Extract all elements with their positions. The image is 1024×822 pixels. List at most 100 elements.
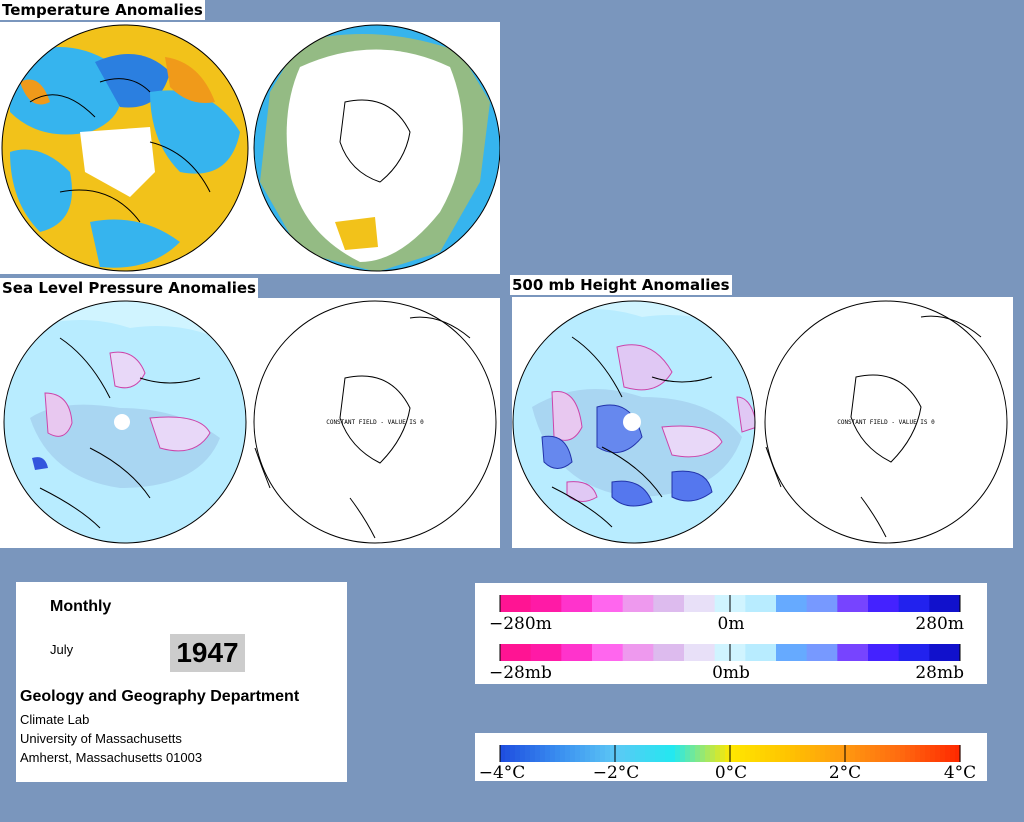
temperature-scale-svg: −4°C −2°C 0°C 2°C 4°C xyxy=(479,745,976,781)
temperature-colorbar-swatch xyxy=(500,745,506,762)
info-box: Monthly July 1947 Geology and Geography … xyxy=(16,582,347,782)
pressure-colorbar-swatch xyxy=(868,644,900,661)
temperature-colorbar-swatch xyxy=(620,745,626,762)
nh-temperature-map xyxy=(2,25,248,271)
temperature-colorbar-swatch xyxy=(590,745,596,762)
height-colorbar-swatch xyxy=(929,595,961,612)
temperature-colorbar-swatch xyxy=(560,745,566,762)
temperature-colorbar-swatch xyxy=(600,745,606,762)
temperature-colorbar-swatch xyxy=(815,745,821,762)
temp-label-minus2: −2°C xyxy=(593,763,640,781)
pressure-colorbar xyxy=(499,644,961,661)
temperature-colorbar-swatch xyxy=(935,745,941,762)
temperature-colorbar-swatch xyxy=(875,745,881,762)
university-label: University of Massachusetts xyxy=(20,731,182,746)
temp-label-2: 2°C xyxy=(829,763,861,781)
temperature-colorbar-swatch xyxy=(550,745,556,762)
height-colorbar-swatch xyxy=(500,595,532,612)
temperature-colorbar-swatch xyxy=(870,745,876,762)
pressure-colorbar-swatch xyxy=(500,644,532,661)
temperature-colorbar-swatch xyxy=(780,745,786,762)
temperature-colorbar-swatch xyxy=(525,745,531,762)
temperature-colorbar-swatch xyxy=(860,745,866,762)
height-colorbar-swatch xyxy=(868,595,900,612)
temperature-colorbar-swatch xyxy=(865,745,871,762)
temperature-colorbar-swatch xyxy=(595,745,601,762)
temperature-colorbar-swatch xyxy=(680,745,686,762)
height-colorbar-swatch xyxy=(776,595,808,612)
height-constant-note: CONSTANT FIELD - VALUE IS 0 xyxy=(837,419,935,426)
temperature-colorbar-swatch xyxy=(795,745,801,762)
temperature-colorbar-swatch xyxy=(730,745,736,762)
temperature-colorbar-swatch xyxy=(840,745,846,762)
temperature-colorbar-swatch xyxy=(770,745,776,762)
pressure-colorbar-swatch xyxy=(653,644,685,661)
temperature-scale: −4°C −2°C 0°C 2°C 4°C xyxy=(475,733,987,781)
pressure-colorbar-swatch xyxy=(684,644,716,661)
temperature-colorbar-swatch xyxy=(930,745,936,762)
period-label: Monthly xyxy=(50,598,112,615)
temperature-colorbar-swatch xyxy=(535,745,541,762)
temp-label-4: 4°C xyxy=(944,763,976,781)
temperature-colorbar-swatch xyxy=(520,745,526,762)
lab-label: Climate Lab xyxy=(20,712,90,727)
pressure-mid-label: 0mb xyxy=(712,663,750,683)
temperature-colorbar-swatch xyxy=(735,745,741,762)
temperature-colorbar-swatch xyxy=(740,745,746,762)
temperature-colorbar-swatch xyxy=(830,745,836,762)
temperature-colorbar xyxy=(499,745,961,762)
temperature-colorbar-swatch xyxy=(625,745,631,762)
temperature-colorbar-swatch xyxy=(505,745,511,762)
height-colorbar-swatch xyxy=(561,595,593,612)
height-colorbar-swatch xyxy=(837,595,869,612)
temperature-colorbar-swatch xyxy=(580,745,586,762)
height-colorbar xyxy=(499,595,961,612)
height-colorbar-swatch xyxy=(684,595,716,612)
height-mid-label: 0m xyxy=(718,614,745,634)
temperature-colorbar-swatch xyxy=(630,745,636,762)
temperature-colorbar-swatch xyxy=(925,745,931,762)
slp-panel: CONSTANT FIELD - VALUE IS 0 xyxy=(0,298,500,548)
sh-temperature-map xyxy=(254,25,500,271)
slp-title: Sea Level Pressure Anomalies xyxy=(0,278,258,298)
temperature-colorbar-swatch xyxy=(675,745,681,762)
temperature-colorbar-swatch xyxy=(755,745,761,762)
temperature-colorbar-swatch xyxy=(760,745,766,762)
temperature-colorbar-swatch xyxy=(700,745,706,762)
height-max-label: 280m xyxy=(915,614,964,634)
temperature-colorbar-swatch xyxy=(650,745,656,762)
temperature-colorbar-swatch xyxy=(575,745,581,762)
temperature-colorbar-swatch xyxy=(715,745,721,762)
temperature-colorbar-swatch xyxy=(955,745,961,762)
pressure-colorbar-swatch xyxy=(806,644,838,661)
temperature-colorbar-swatch xyxy=(950,745,956,762)
temperature-colorbar-swatch xyxy=(565,745,571,762)
temperature-maps xyxy=(1,24,500,272)
height-colorbar-swatch xyxy=(530,595,562,612)
temperature-colorbar-swatch xyxy=(555,745,561,762)
temperature-colorbar-swatch xyxy=(915,745,921,762)
pressure-colorbar-swatch xyxy=(898,644,930,661)
temperature-colorbar-swatch xyxy=(750,745,756,762)
nh-height-map xyxy=(513,301,755,543)
temperature-colorbar-swatch xyxy=(845,745,851,762)
height-title: 500 mb Height Anomalies xyxy=(510,275,732,295)
temperature-colorbar-swatch xyxy=(920,745,926,762)
temperature-colorbar-swatch xyxy=(655,745,661,762)
temperature-colorbar-swatch xyxy=(805,745,811,762)
pressure-colorbar-swatch xyxy=(592,644,624,661)
temperature-colorbar-swatch xyxy=(615,745,621,762)
temperature-colorbar-swatch xyxy=(855,745,861,762)
height-min-label: −280m xyxy=(489,614,552,634)
temperature-colorbar-swatch xyxy=(835,745,841,762)
slp-constant-note: CONSTANT FIELD - VALUE IS 0 xyxy=(326,419,424,426)
temperature-colorbar-swatch xyxy=(945,745,951,762)
temperature-colorbar-swatch xyxy=(540,745,546,762)
temperature-colorbar-swatch xyxy=(605,745,611,762)
temperature-colorbar-swatch xyxy=(710,745,716,762)
month-label: July xyxy=(50,642,74,657)
temperature-colorbar-swatch xyxy=(510,745,516,762)
temperature-colorbar-swatch xyxy=(725,745,731,762)
temperature-colorbar-swatch xyxy=(825,745,831,762)
temperature-colorbar-swatch xyxy=(765,745,771,762)
